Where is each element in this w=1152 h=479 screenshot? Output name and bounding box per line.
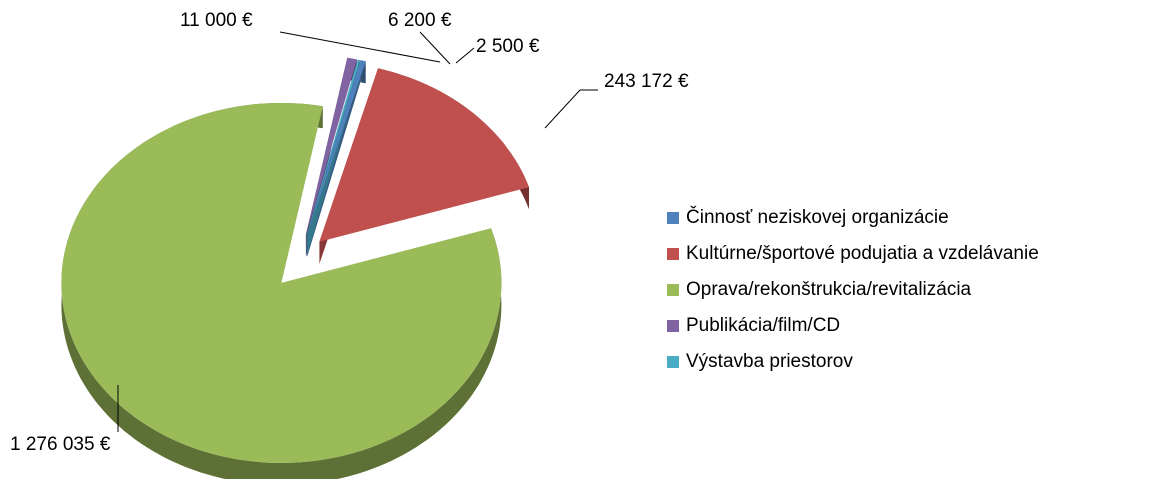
data-label: 11 000 € <box>180 10 253 31</box>
slice <box>307 60 366 235</box>
data-label: 2 500 € <box>476 36 540 57</box>
leader-line <box>544 89 598 129</box>
data-label: 243 172 € <box>604 71 689 92</box>
slice <box>319 68 529 242</box>
leader-line <box>279 31 441 63</box>
legend-label: Publikácia/film/CD <box>686 315 840 336</box>
slice <box>305 57 357 235</box>
legend-swatch <box>667 248 679 260</box>
legend-swatch <box>667 212 679 224</box>
legend-swatch <box>667 284 679 296</box>
leader-line <box>455 47 475 64</box>
slice <box>306 59 360 235</box>
legend-label: Výstavba priestorov <box>686 351 853 372</box>
legend-swatch <box>667 356 679 368</box>
leader-line <box>419 31 451 65</box>
legend-label: Činnosť neziskovej organizácie <box>686 206 949 228</box>
legend-swatch <box>667 320 679 332</box>
legend-label: Oprava/rekonštrukcia/revitalizácia <box>686 279 972 300</box>
legend-label: Kultúrne/športové podujatia a vzdelávani… <box>686 243 1039 264</box>
data-label: 6 200 € <box>388 10 452 31</box>
slice <box>61 103 502 463</box>
data-label: 1 276 035 € <box>10 434 111 455</box>
